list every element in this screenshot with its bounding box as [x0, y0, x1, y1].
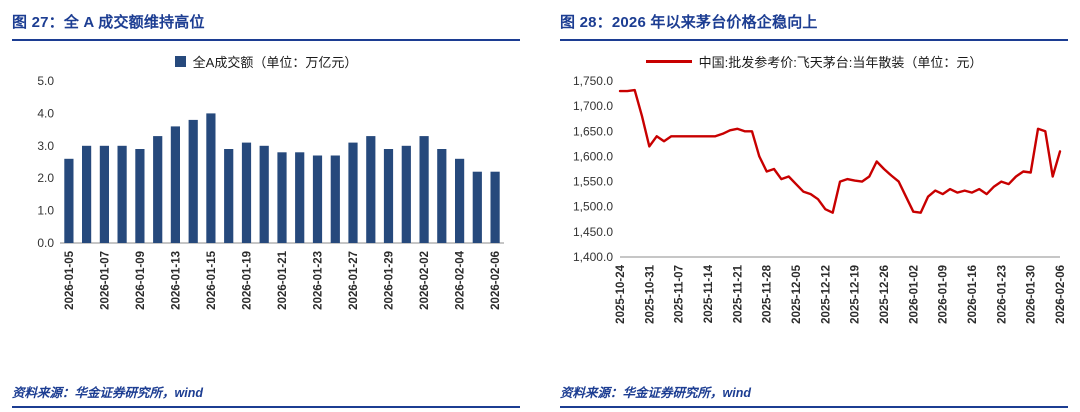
figure-27-panel: 图 27：全 A 成交额维持高位 全A成交额（单位：万亿元） 0.0 1.0 2.0…: [12, 8, 520, 408]
svg-text:2026-01-29: 2026-01-29: [384, 251, 396, 310]
svg-text:2026-01-15: 2026-01-15: [206, 250, 218, 309]
bar-chart-svg: 0.0 1.0 2.0 3.0 4.0 5.0 2026-01-05 2026-01-07 20…: [37, 74, 504, 310]
svg-text:2025-12-19: 2025-12-19: [850, 265, 862, 324]
figure-28-title-rule: [560, 39, 1068, 41]
line-legend-swatch-icon: [645, 60, 692, 63]
figure-27-title-rule: [12, 39, 520, 41]
svg-text:2026-01-23: 2026-01-23: [996, 265, 1008, 324]
svg-text:2026-01-02: 2026-01-02: [908, 265, 920, 324]
line-chart-legend: 中国:批发参考价:飞天茅台:当年散装（单位：元）: [560, 52, 1068, 71]
bar-legend-label: 全A成交额（单位：万亿元）: [192, 55, 358, 70]
svg-text:2026-02-02: 2026-02-02: [419, 251, 431, 310]
svg-text:2026-01-27: 2026-01-27: [348, 251, 360, 310]
bar-legend-swatch-icon: [174, 56, 186, 67]
svg-text:2025-12-05: 2025-12-05: [791, 264, 803, 323]
svg-text:2026-01-30: 2026-01-30: [1026, 265, 1038, 324]
line-chart-area: 1,400.0 1,450.0 1,500.0 1,550.0 1,600.0 1,650…: [560, 73, 1068, 351]
svg-text:2026-01-09: 2026-01-09: [938, 265, 950, 324]
svg-text:2025-10-31: 2025-10-31: [644, 264, 656, 323]
bar-chart-legend: 全A成交额（单位：万亿元）: [12, 52, 520, 71]
svg-text:5.0: 5.0: [37, 74, 54, 88]
svg-text:2026-02-06: 2026-02-06: [490, 251, 502, 310]
svg-text:2026-01-05: 2026-01-05: [64, 250, 76, 309]
svg-text:2025-11-14: 2025-11-14: [703, 264, 715, 323]
svg-text:2026-01-09: 2026-01-09: [135, 251, 147, 310]
svg-text:4.0: 4.0: [37, 106, 54, 120]
figure-27-title: 图 27：全 A 成交额维持高位: [12, 14, 205, 31]
svg-text:2026-02-04: 2026-02-04: [455, 250, 467, 309]
svg-text:3.0: 3.0: [37, 139, 54, 153]
svg-text:2025-12-26: 2025-12-26: [879, 265, 891, 324]
svg-text:1,600.0: 1,600.0: [573, 149, 613, 163]
svg-text:2025-11-28: 2025-11-28: [762, 264, 774, 323]
svg-text:1,550.0: 1,550.0: [573, 175, 613, 189]
svg-text:2026-02-06: 2026-02-06: [1055, 265, 1067, 324]
svg-text:2025-10-24: 2025-10-24: [615, 264, 627, 323]
figure-28-title: 图 28：2026 年以来茅台价格企稳向上: [560, 14, 818, 31]
svg-text:0.0: 0.0: [37, 236, 54, 250]
svg-text:1.0: 1.0: [37, 204, 54, 218]
svg-text:2025-11-21: 2025-11-21: [732, 264, 744, 323]
svg-text:2025-12-12: 2025-12-12: [820, 265, 832, 324]
svg-text:2026-01-21: 2026-01-21: [277, 250, 289, 309]
svg-text:1,500.0: 1,500.0: [573, 200, 613, 214]
svg-text:2.0: 2.0: [37, 171, 54, 185]
figure-28-bottom-rule: [560, 406, 1068, 408]
figure-28-source: 资料来源：华金证券研究所，wind: [560, 386, 751, 400]
svg-text:2026-01-23: 2026-01-23: [313, 251, 325, 310]
line-chart-svg: 1,400.0 1,450.0 1,500.0 1,550.0 1,600.0 1,650…: [573, 74, 1067, 324]
svg-text:1,650.0: 1,650.0: [573, 124, 613, 138]
svg-text:1,750.0: 1,750.0: [573, 74, 613, 88]
figure-28-panel: 图 28：2026 年以来茅台价格企稳向上 中国:批发参考价:飞天茅台:当年散装…: [560, 8, 1068, 408]
svg-text:2025-11-07: 2025-11-07: [674, 265, 686, 323]
svg-text:1,450.0: 1,450.0: [573, 225, 613, 239]
svg-text:2026-01-13: 2026-01-13: [170, 251, 182, 310]
figure-27-source: 资料来源：华金证券研究所，wind: [12, 386, 203, 400]
bar-chart-area: 0.0 1.0 2.0 3.0 4.0 5.0 2026-01-05 2026-01-07 20…: [12, 73, 520, 335]
svg-text:2026-01-07: 2026-01-07: [99, 251, 111, 310]
svg-text:1,400.0: 1,400.0: [573, 250, 613, 264]
svg-text:2026-01-16: 2026-01-16: [967, 265, 979, 324]
line-legend-label: 中国:批发参考价:飞天茅台:当年散装（单位：元）: [698, 55, 983, 70]
svg-text:2026-01-19: 2026-01-19: [241, 251, 253, 310]
svg-text:1,700.0: 1,700.0: [573, 99, 613, 113]
figure-27-bottom-rule: [12, 406, 520, 408]
